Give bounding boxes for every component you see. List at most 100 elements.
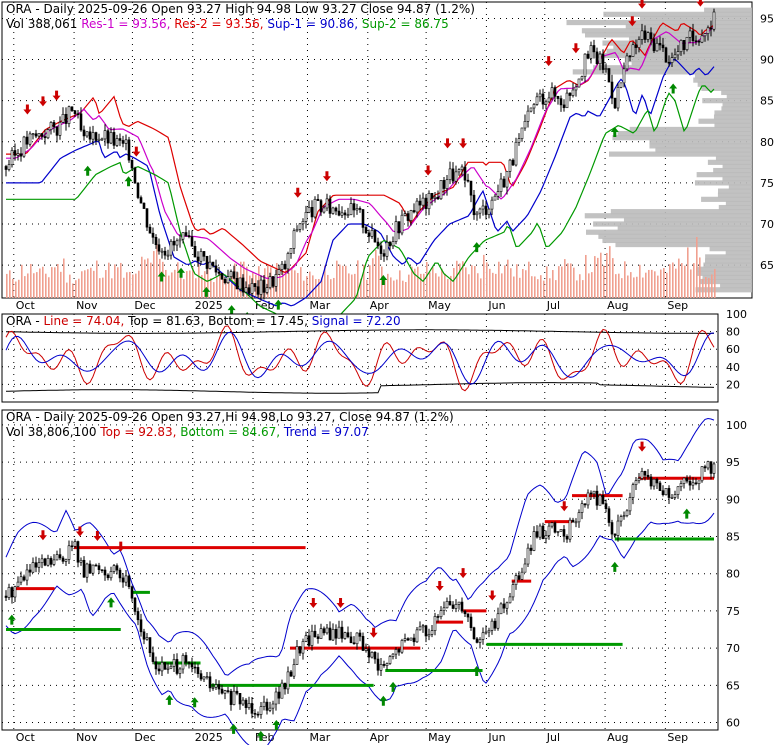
candle-body [670, 497, 674, 499]
line-series [5, 325, 715, 392]
candle-body [640, 471, 644, 479]
volume-profile-bar [623, 217, 752, 223]
candle-body [421, 197, 425, 206]
x-tick-label: Apr [370, 299, 390, 312]
sell-arrow-icon [459, 568, 468, 579]
volume-profile-bar [709, 246, 752, 252]
candle-body [370, 230, 374, 237]
candle-body [670, 57, 674, 63]
candle-body [220, 273, 224, 280]
volume-bar [171, 272, 173, 298]
candle-body [211, 687, 215, 689]
candle-body [58, 121, 62, 136]
volume-profile-bar [694, 180, 752, 186]
volume-bar [294, 270, 296, 298]
candle-body [532, 531, 536, 551]
candle-body [130, 586, 134, 599]
x-tick-label: May [428, 731, 451, 744]
volume-bar [186, 271, 188, 298]
volume-profile-bar [695, 287, 752, 293]
candle-body [631, 44, 635, 57]
volume-bar [537, 279, 539, 298]
candle-body [625, 55, 629, 70]
volume-bar [159, 258, 161, 298]
candle-body [334, 207, 338, 212]
volume-bar [564, 259, 566, 298]
candle-body [97, 565, 101, 570]
candle-body [319, 628, 323, 639]
candle-body [139, 619, 143, 633]
volume-profile-bar [694, 73, 752, 79]
candle-body [262, 279, 266, 293]
volume-bar [297, 273, 299, 298]
candle-body [622, 68, 626, 84]
candle-body [517, 138, 521, 143]
candle-body [136, 182, 140, 198]
candle-body [325, 627, 329, 634]
candle-body [346, 632, 350, 638]
volume-bar [525, 270, 527, 298]
sell-arrow-icon [435, 580, 444, 591]
y-tick-label: 100 [726, 308, 747, 321]
candle-body [535, 531, 539, 538]
candle-body [583, 53, 587, 77]
volume-profile-bar [714, 122, 752, 128]
volume-bar [231, 275, 233, 298]
candle-body [121, 577, 125, 583]
candle-body [463, 610, 467, 615]
candle-body [667, 61, 671, 64]
candle-body [148, 637, 152, 654]
volume-bar [696, 237, 698, 298]
volume-profile-bar [703, 262, 752, 268]
candle-body [310, 630, 314, 646]
candle-body [76, 541, 80, 563]
candle-body [610, 81, 614, 99]
candle-body [571, 89, 575, 96]
volume-bar [615, 274, 617, 298]
volume-bar [474, 266, 476, 298]
candle-body [583, 503, 587, 506]
volume-profile-bar [707, 159, 752, 165]
candle-body [160, 250, 164, 253]
buy-arrow-icon [83, 165, 92, 176]
volume-bar [93, 270, 95, 298]
candle-body [340, 626, 344, 639]
candle-body [94, 564, 98, 567]
x-tick-label: Nov [76, 731, 98, 744]
volume-bar [147, 258, 149, 298]
candle-body [385, 663, 389, 666]
volume-bar [672, 262, 674, 298]
x-tick-label: Jun [487, 731, 505, 744]
candle-body [16, 153, 20, 156]
candle-body [646, 32, 650, 40]
volume-bar [105, 270, 107, 298]
y-tick-label: 75 [726, 605, 740, 618]
candle-body [586, 492, 590, 506]
candle-body [172, 659, 176, 667]
candle-body [202, 676, 206, 680]
volume-bar [174, 269, 176, 298]
candle-body [472, 194, 476, 216]
volume-bar [636, 276, 638, 298]
candle-body [574, 86, 578, 91]
candle-body [76, 113, 80, 115]
candle-body [85, 563, 89, 578]
volume-profile-bar [593, 221, 752, 227]
volume-bar [699, 257, 701, 298]
candle-body [442, 180, 446, 189]
sell-arrow-icon [424, 165, 433, 176]
legend-part: Sup-1 = 90.86, [267, 17, 361, 31]
y-tick-label: 60 [726, 717, 740, 730]
volume-bar [423, 273, 425, 298]
volume-bar [246, 266, 248, 298]
volume-bar [510, 268, 512, 298]
candle-body [475, 212, 479, 216]
candle-body [628, 55, 632, 58]
volume-bar [102, 277, 104, 298]
candle-body [16, 581, 20, 587]
volume-bar [435, 273, 437, 298]
buy-arrow-icon [202, 286, 211, 297]
volume-profile-bar [718, 204, 752, 211]
volume-bar [189, 270, 191, 298]
candle-body [103, 569, 107, 576]
